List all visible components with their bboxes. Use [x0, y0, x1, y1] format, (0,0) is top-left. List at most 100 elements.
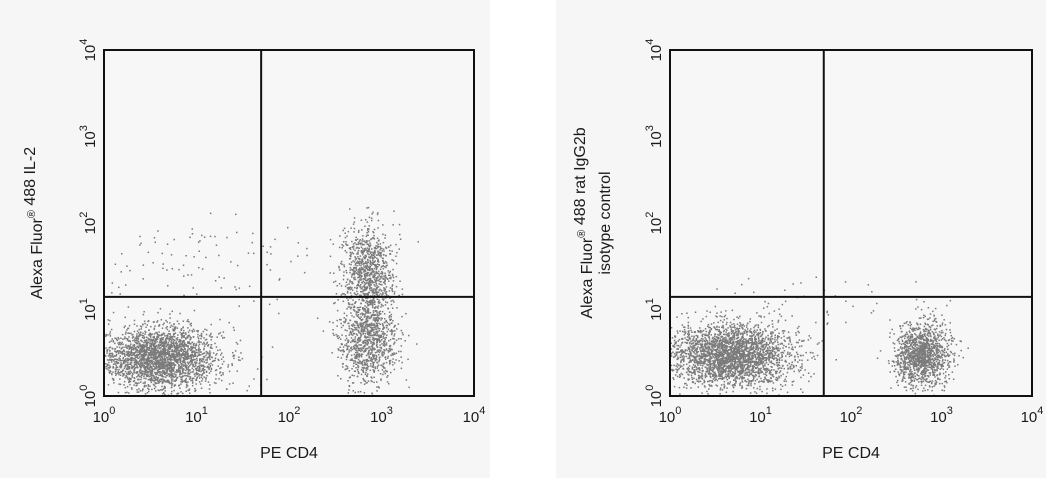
chart0-event-point	[380, 289, 383, 292]
chart0-event-point	[193, 377, 195, 380]
chart0-event-point	[164, 344, 166, 346]
chart0-event-point	[375, 289, 377, 291]
chart0-event-point	[355, 268, 357, 270]
chart0-event-point	[194, 361, 196, 363]
chart0-event-point	[377, 263, 379, 265]
chart0-event-point	[351, 287, 353, 289]
chart0-event-point	[417, 241, 419, 243]
chart1-event-point	[699, 380, 702, 383]
chart0-event-point	[371, 348, 373, 351]
chart0-event-point	[161, 385, 163, 388]
chart0-event-point	[134, 359, 136, 361]
chart0-event-point	[347, 322, 349, 325]
chart0-event-point	[348, 389, 350, 391]
chart0-event-point	[352, 323, 355, 325]
chart0-event-point	[161, 252, 163, 255]
chart0-event-point	[162, 365, 164, 367]
chart0-event-point	[376, 331, 378, 333]
chart0-event-point	[144, 354, 147, 357]
chart0-event-point	[175, 351, 178, 353]
chart0-event-point	[153, 237, 156, 239]
chart0-event-point	[156, 373, 159, 375]
chart0-event-point	[351, 282, 353, 285]
chart0-event-point	[105, 365, 108, 368]
chart0-event-point	[360, 284, 362, 286]
chart0-event-point	[332, 332, 334, 335]
chart0-event-point	[153, 327, 156, 330]
chart0-event-point	[372, 319, 375, 321]
chart0-event-point	[166, 349, 168, 351]
chart0-event-point	[373, 254, 375, 256]
chart0-event-point	[121, 353, 124, 355]
chart0-event-point	[358, 356, 360, 358]
chart0-event-point	[370, 272, 373, 274]
chart1-event-point	[764, 347, 766, 350]
chart0-event-point	[201, 380, 203, 382]
chart0-event-point	[136, 345, 138, 348]
chart0-event-point	[343, 350, 345, 353]
chart0-event-point	[370, 345, 373, 348]
chart0-event-point	[353, 305, 355, 307]
chart0-event-point	[201, 360, 203, 363]
chart0-event-point	[124, 360, 126, 362]
chart0-event-point	[205, 343, 207, 346]
chart0-event-point	[372, 362, 374, 364]
chart0-event-point	[377, 250, 379, 252]
chart0-event-point	[203, 348, 205, 351]
chart0-event-point	[376, 365, 379, 368]
chart0-event-point	[106, 368, 108, 370]
chart0-event-point	[370, 284, 372, 286]
chart1-event-point	[723, 359, 725, 362]
chart0-event-point	[147, 367, 149, 370]
chart0-event-point	[393, 362, 396, 364]
chart0-event-point	[384, 340, 386, 343]
chart0-event-point	[401, 288, 404, 290]
chart0-event-point	[178, 367, 180, 370]
chart0-event-point	[130, 354, 133, 357]
chart0-event-point	[356, 322, 359, 325]
chart0-event-point	[363, 281, 366, 284]
chart0-event-point	[170, 337, 173, 339]
chart1-event-point	[695, 338, 698, 340]
chart0-event-point	[163, 385, 166, 388]
chart0-event-point	[129, 351, 131, 353]
chart0-event-point	[395, 352, 398, 354]
chart0-event-point	[380, 266, 383, 268]
chart0-event-point	[183, 294, 185, 297]
chart1-event-point	[744, 360, 747, 362]
chart0-event-point	[239, 339, 242, 342]
chart0-event-point	[114, 363, 116, 365]
chart1-event-point	[760, 369, 762, 372]
chart0-event-point	[352, 243, 355, 245]
chart0-event-point	[206, 352, 208, 355]
chart0-event-point	[170, 343, 172, 346]
chart0-event-point	[355, 311, 358, 313]
chart0-event-point	[122, 343, 124, 346]
chart0-event-point	[372, 261, 374, 264]
chart0-event-point	[377, 261, 380, 263]
chart0-event-point	[376, 338, 379, 341]
chart0-event-point	[362, 308, 365, 310]
chart0-event-point	[376, 346, 378, 348]
chart0-event-point	[177, 366, 180, 368]
chart1-event-point	[751, 335, 753, 338]
chart0-event-point	[108, 367, 111, 369]
chart0-event-point	[356, 306, 359, 309]
chart0-event-point	[174, 336, 176, 338]
chart0-event-point	[190, 349, 192, 351]
chart0-event-point	[123, 362, 126, 364]
chart0-event-point	[266, 251, 268, 253]
chart0-event-point	[129, 353, 132, 355]
chart0-event-point	[182, 352, 184, 354]
chart0-event-point	[167, 285, 169, 287]
chart0-event-point	[349, 307, 352, 310]
chart1-event-point	[767, 334, 769, 337]
chart0-event-point	[138, 345, 141, 347]
chart0-event-point	[197, 351, 199, 354]
chart0-event-point	[365, 219, 367, 221]
chart0-event-point	[373, 354, 376, 356]
chart0-event-point	[361, 229, 363, 231]
chart1-event-point	[740, 366, 742, 369]
chart0-event-point	[238, 356, 240, 358]
chart0-event-point	[355, 247, 358, 249]
